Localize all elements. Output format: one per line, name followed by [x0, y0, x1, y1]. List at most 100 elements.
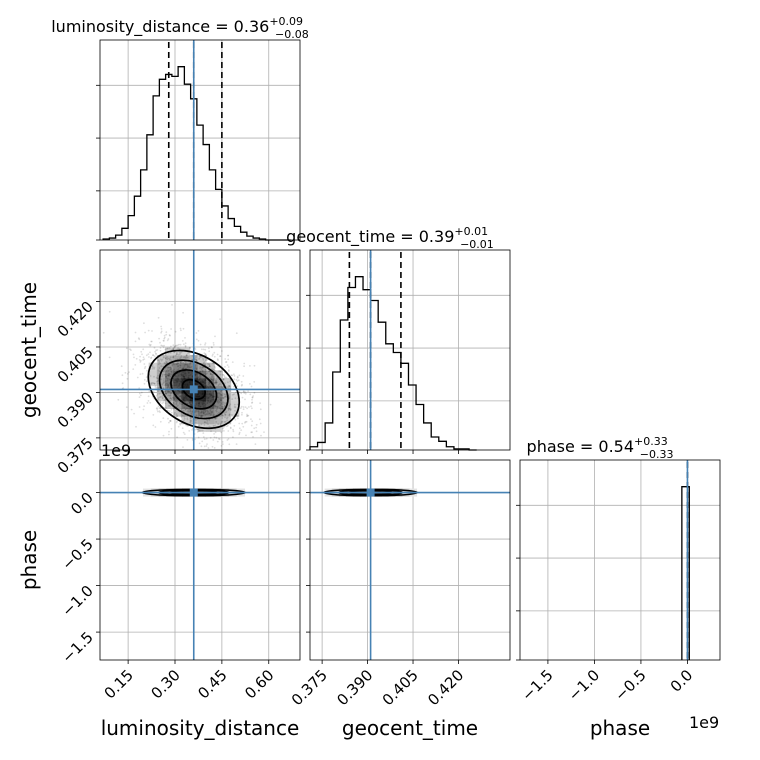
scatter-point: [180, 374, 183, 377]
scatter-point: [195, 332, 198, 334]
scatter-point: [223, 430, 225, 432]
scatter-point: [217, 402, 220, 404]
scatter-point: [163, 337, 166, 340]
scatter-point: [189, 347, 192, 349]
scatter-point: [202, 397, 205, 400]
scatter-point: [223, 375, 226, 377]
scatter-point: [167, 390, 169, 393]
scatter-point: [229, 426, 232, 429]
scatter-point: [214, 381, 217, 384]
scatter-point: [189, 401, 191, 404]
scatter-point: [198, 395, 201, 398]
scatter-point: [237, 414, 240, 417]
scatter-point: [181, 379, 184, 382]
scatter-point: [185, 356, 188, 359]
scatter-point: [159, 407, 162, 409]
scatter-point: [146, 369, 148, 372]
scatter-point: [209, 386, 212, 388]
scatter-point: [195, 414, 198, 417]
scatter-point: [138, 392, 141, 395]
scatter-point: [207, 423, 209, 426]
scatter-point: [165, 375, 167, 378]
scatter-point: [207, 387, 210, 389]
scatter-point: [213, 351, 216, 354]
x-tick-label-luminosity_distance: 0.45: [194, 666, 230, 702]
axes-frames-layer: [96, 39, 721, 664]
scatter-point: [177, 379, 179, 382]
scatter-point: [211, 411, 214, 414]
scatter-point: [182, 415, 184, 417]
density-cell: [214, 400, 223, 409]
scatter-point: [202, 432, 205, 434]
scatter-point: [221, 405, 224, 408]
scatter-point: [186, 383, 189, 386]
scatter-point: [134, 331, 137, 334]
scatter-point: [184, 361, 187, 364]
density-cell: [181, 370, 191, 379]
scatter-point: [182, 397, 185, 400]
scatter-point: [178, 384, 181, 387]
text-layer: luminosity_distance geocent_time phase g…: [17, 15, 719, 740]
scatter-point: [102, 331, 105, 334]
scatter-points-layer: [102, 304, 272, 449]
scatter-point: [176, 436, 179, 439]
scatter-point: [174, 345, 177, 347]
scatter-point: [215, 381, 218, 384]
scatter-point: [172, 356, 174, 359]
scatter-point: [220, 421, 223, 424]
scatter-point: [163, 340, 165, 342]
scatter-point: [220, 408, 223, 411]
scatter-point: [208, 382, 210, 385]
scatter-point: [117, 398, 120, 401]
density-cell: [165, 393, 174, 402]
scatter-point: [173, 397, 176, 400]
scatter-point: [197, 396, 200, 398]
scatter-point: [214, 369, 216, 372]
scatter-point: [221, 417, 224, 419]
scatter-point: [206, 419, 209, 422]
scatter-point: [158, 337, 161, 340]
scatter-point: [209, 373, 212, 376]
scatter-point: [146, 402, 149, 404]
scatter-point: [205, 393, 208, 396]
scatter-point: [206, 402, 209, 404]
scatter-point: [140, 350, 143, 353]
scatter-point: [201, 348, 203, 351]
scatter-point: [197, 405, 200, 407]
scatter-point: [159, 358, 162, 361]
scatter-point: [227, 430, 230, 432]
scatter-point: [214, 417, 217, 420]
scatter-point: [139, 361, 142, 363]
scatter-point: [163, 380, 165, 382]
scatter-point: [168, 382, 171, 384]
scatter-point: [220, 370, 222, 373]
scatter-point: [222, 414, 224, 417]
scatter-point: [163, 362, 166, 365]
scatter-point: [151, 330, 153, 332]
scatter-point: [168, 410, 171, 412]
scatter-point: [211, 380, 214, 382]
scatter-point: [218, 392, 221, 394]
scatter-point: [172, 363, 175, 365]
scatter-point: [244, 420, 247, 423]
scatter-point: [159, 349, 162, 352]
scatter-point: [218, 383, 221, 385]
scatter-point: [162, 382, 165, 384]
scatter-point: [255, 430, 258, 433]
scatter-point: [198, 377, 201, 380]
scatter-point: [186, 363, 189, 366]
scatter-point: [196, 377, 199, 380]
density-cell: [222, 416, 232, 425]
scatter-point: [242, 425, 245, 428]
scatter-point: [175, 375, 178, 378]
scatter-point: [227, 438, 230, 440]
scatter-point: [166, 358, 169, 361]
scatter-point: [250, 405, 252, 408]
scatter-point: [212, 396, 215, 398]
scatter-point: [190, 371, 193, 374]
scatter-point: [168, 421, 170, 424]
scatter-point: [174, 378, 177, 380]
scatter-point: [206, 362, 209, 365]
scatter-point: [201, 403, 204, 406]
scatter-point: [163, 381, 166, 384]
